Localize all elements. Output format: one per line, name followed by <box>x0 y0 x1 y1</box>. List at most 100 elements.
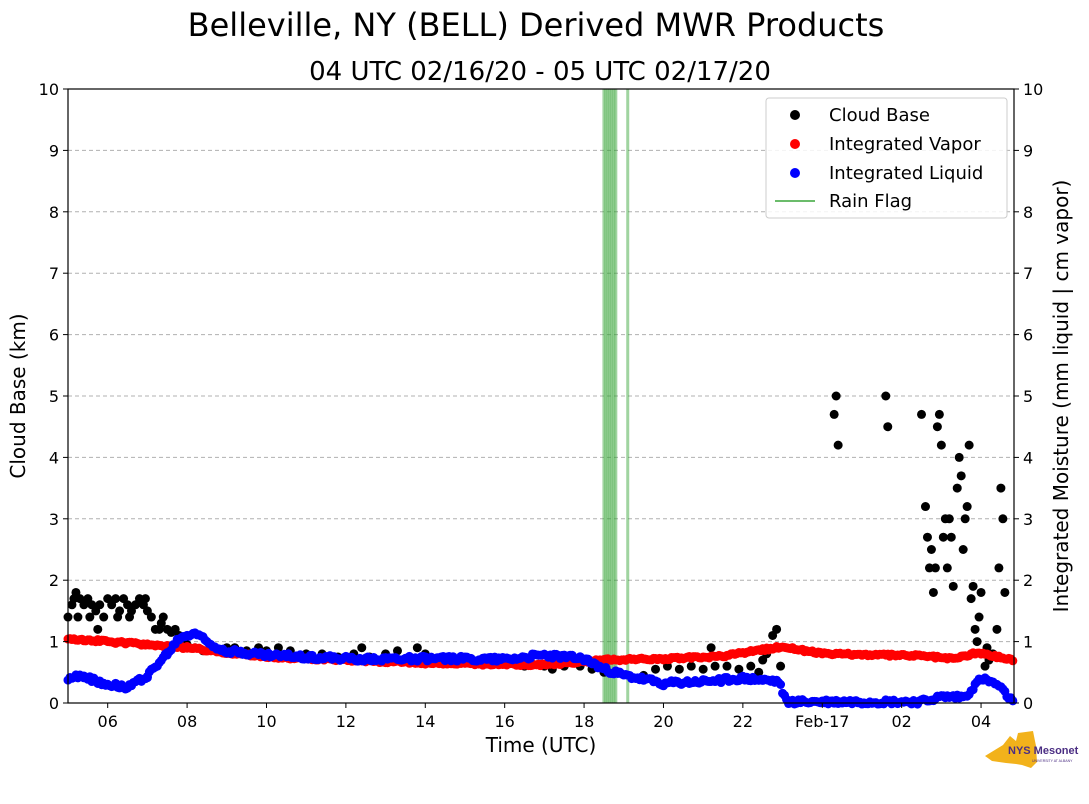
cloud-base-point <box>954 452 964 462</box>
cloud-base-point <box>996 483 1006 493</box>
cloud-base-point <box>948 581 958 591</box>
legend-box <box>765 97 1008 219</box>
cloud-base-point <box>776 661 786 671</box>
cloud-base-point <box>111 594 121 604</box>
cloud-base-point <box>926 545 936 554</box>
cloud-base-point <box>938 532 948 542</box>
y-tick-label-left: 1 <box>49 633 59 652</box>
x-tick-label: 16 <box>494 712 514 731</box>
chart-title: Belleville, NY (BELL) Derived MWR Produc… <box>188 6 885 44</box>
x-tick-label: 10 <box>256 712 276 731</box>
cloud-base-point <box>746 661 756 671</box>
cloud-base-point <box>958 545 968 554</box>
cloud-base-point <box>698 664 708 674</box>
cloud-base-point <box>140 594 150 604</box>
cloud-base-point <box>970 624 980 634</box>
cloud-base-point <box>928 587 938 597</box>
x-tick-label: 04 <box>971 712 991 731</box>
cloud-base-point <box>944 514 954 524</box>
cloud-base-point <box>85 612 95 622</box>
integrated-liquid-point <box>1008 696 1018 706</box>
cloud-base-point <box>972 637 982 647</box>
x-tick-label: Feb-17 <box>795 712 849 731</box>
right-axis-label: Integrated Moisture (mm liquid | cm vapo… <box>1049 180 1073 613</box>
cloud-base-point <box>115 606 125 616</box>
y-tick-label-right: 9 <box>1023 141 1033 160</box>
y-tick-label-right: 10 <box>1023 80 1043 99</box>
cloud-base-point <box>93 624 103 634</box>
x-tick-label: 22 <box>733 712 753 731</box>
cloud-base-point <box>357 643 367 653</box>
right-axis-ticks: 0 1 2 3 4 5 6 7 8 9 10 <box>1014 80 1043 713</box>
cloud-base-point <box>674 664 684 674</box>
legend-marker-cloud-base <box>790 110 800 120</box>
cloud-base-point <box>710 661 720 671</box>
cloud-base-point <box>934 409 944 419</box>
cloud-base-point <box>998 514 1008 524</box>
cloud-base-point <box>651 664 661 674</box>
cloud-base-point <box>412 643 422 653</box>
cloud-base-point <box>994 563 1004 573</box>
cloud-base-point <box>946 532 956 542</box>
x-tick-label: 18 <box>574 712 594 731</box>
cloud-base-point <box>992 624 1002 634</box>
logo-text: NYS Mesonet <box>1008 745 1079 757</box>
y-tick-label-right: 7 <box>1023 264 1033 283</box>
logo-subtext: UNIVERSITY AT ALBANY <box>1032 759 1073 763</box>
cloud-base-point <box>686 661 696 671</box>
cloud-base-point <box>99 612 109 622</box>
x-tick-label: 20 <box>653 712 673 731</box>
cloud-base-point <box>1000 587 1010 597</box>
cloud-base-point <box>942 563 952 573</box>
integrated-liquid-points <box>63 628 1018 709</box>
legend: Cloud Base Integrated Vapor Integrated L… <box>765 97 1008 219</box>
ny-state-shape-icon <box>985 731 1037 768</box>
x-axis-ticks: 06 08 10 12 14 16 18 20 22 Feb-17 02 04 <box>98 703 991 731</box>
cloud-base-point <box>917 409 927 419</box>
cloud-base-point <box>829 409 839 419</box>
cloud-base-point <box>772 624 782 634</box>
y-tick-label-left: 7 <box>49 264 59 283</box>
cloud-base-point <box>930 563 940 573</box>
left-axis-label: Cloud Base (km) <box>6 313 30 478</box>
x-tick-label: 06 <box>98 712 118 731</box>
chart-subtitle: 04 UTC 02/16/20 - 05 UTC 02/17/20 <box>309 57 771 87</box>
cloud-base-point <box>158 612 168 622</box>
cloud-base-point <box>146 612 156 622</box>
cloud-base-point <box>920 502 930 512</box>
cloud-base-point <box>831 391 841 401</box>
y-tick-label-right: 0 <box>1023 694 1033 713</box>
cloud-base-point <box>960 514 970 524</box>
y-tick-label-left: 3 <box>49 510 59 529</box>
legend-label-vapor: Integrated Vapor <box>829 134 981 155</box>
y-tick-label-left: 5 <box>49 387 59 406</box>
integrated-vapor-point <box>1008 656 1018 666</box>
y-tick-label-left: 2 <box>49 571 59 590</box>
x-axis-label: Time (UTC) <box>485 733 597 757</box>
y-tick-label-right: 6 <box>1023 326 1033 345</box>
y-tick-label-left: 0 <box>49 694 59 713</box>
y-tick-label-left: 4 <box>49 448 59 467</box>
cloud-base-point <box>881 391 891 401</box>
y-tick-label-left: 8 <box>49 203 59 222</box>
x-tick-label: 08 <box>177 712 197 731</box>
cloud-base-point <box>392 646 402 656</box>
legend-marker-vapor <box>790 139 800 149</box>
cloud-base-point <box>95 600 105 610</box>
cloud-base-point <box>962 502 972 512</box>
y-tick-label-right: 4 <box>1023 448 1033 467</box>
nys-mesonet-logo: NYS Mesonet UNIVERSITY AT ALBANY <box>985 731 1079 768</box>
cloud-base-point <box>964 440 974 450</box>
cloud-base-point <box>932 422 942 432</box>
legend-label-cloud-base: Cloud Base <box>829 105 930 126</box>
cloud-base-point <box>952 483 962 493</box>
cloud-base-point <box>968 581 978 591</box>
left-axis-ticks: 0 1 2 3 4 5 6 7 8 9 10 <box>39 80 68 713</box>
rain-flag-bands <box>602 89 630 703</box>
y-tick-label-left: 10 <box>39 80 59 99</box>
y-tick-label-left: 6 <box>49 326 59 345</box>
y-tick-label-right: 8 <box>1023 203 1033 222</box>
cloud-base-point <box>976 587 986 597</box>
cloud-base-point <box>974 612 984 622</box>
